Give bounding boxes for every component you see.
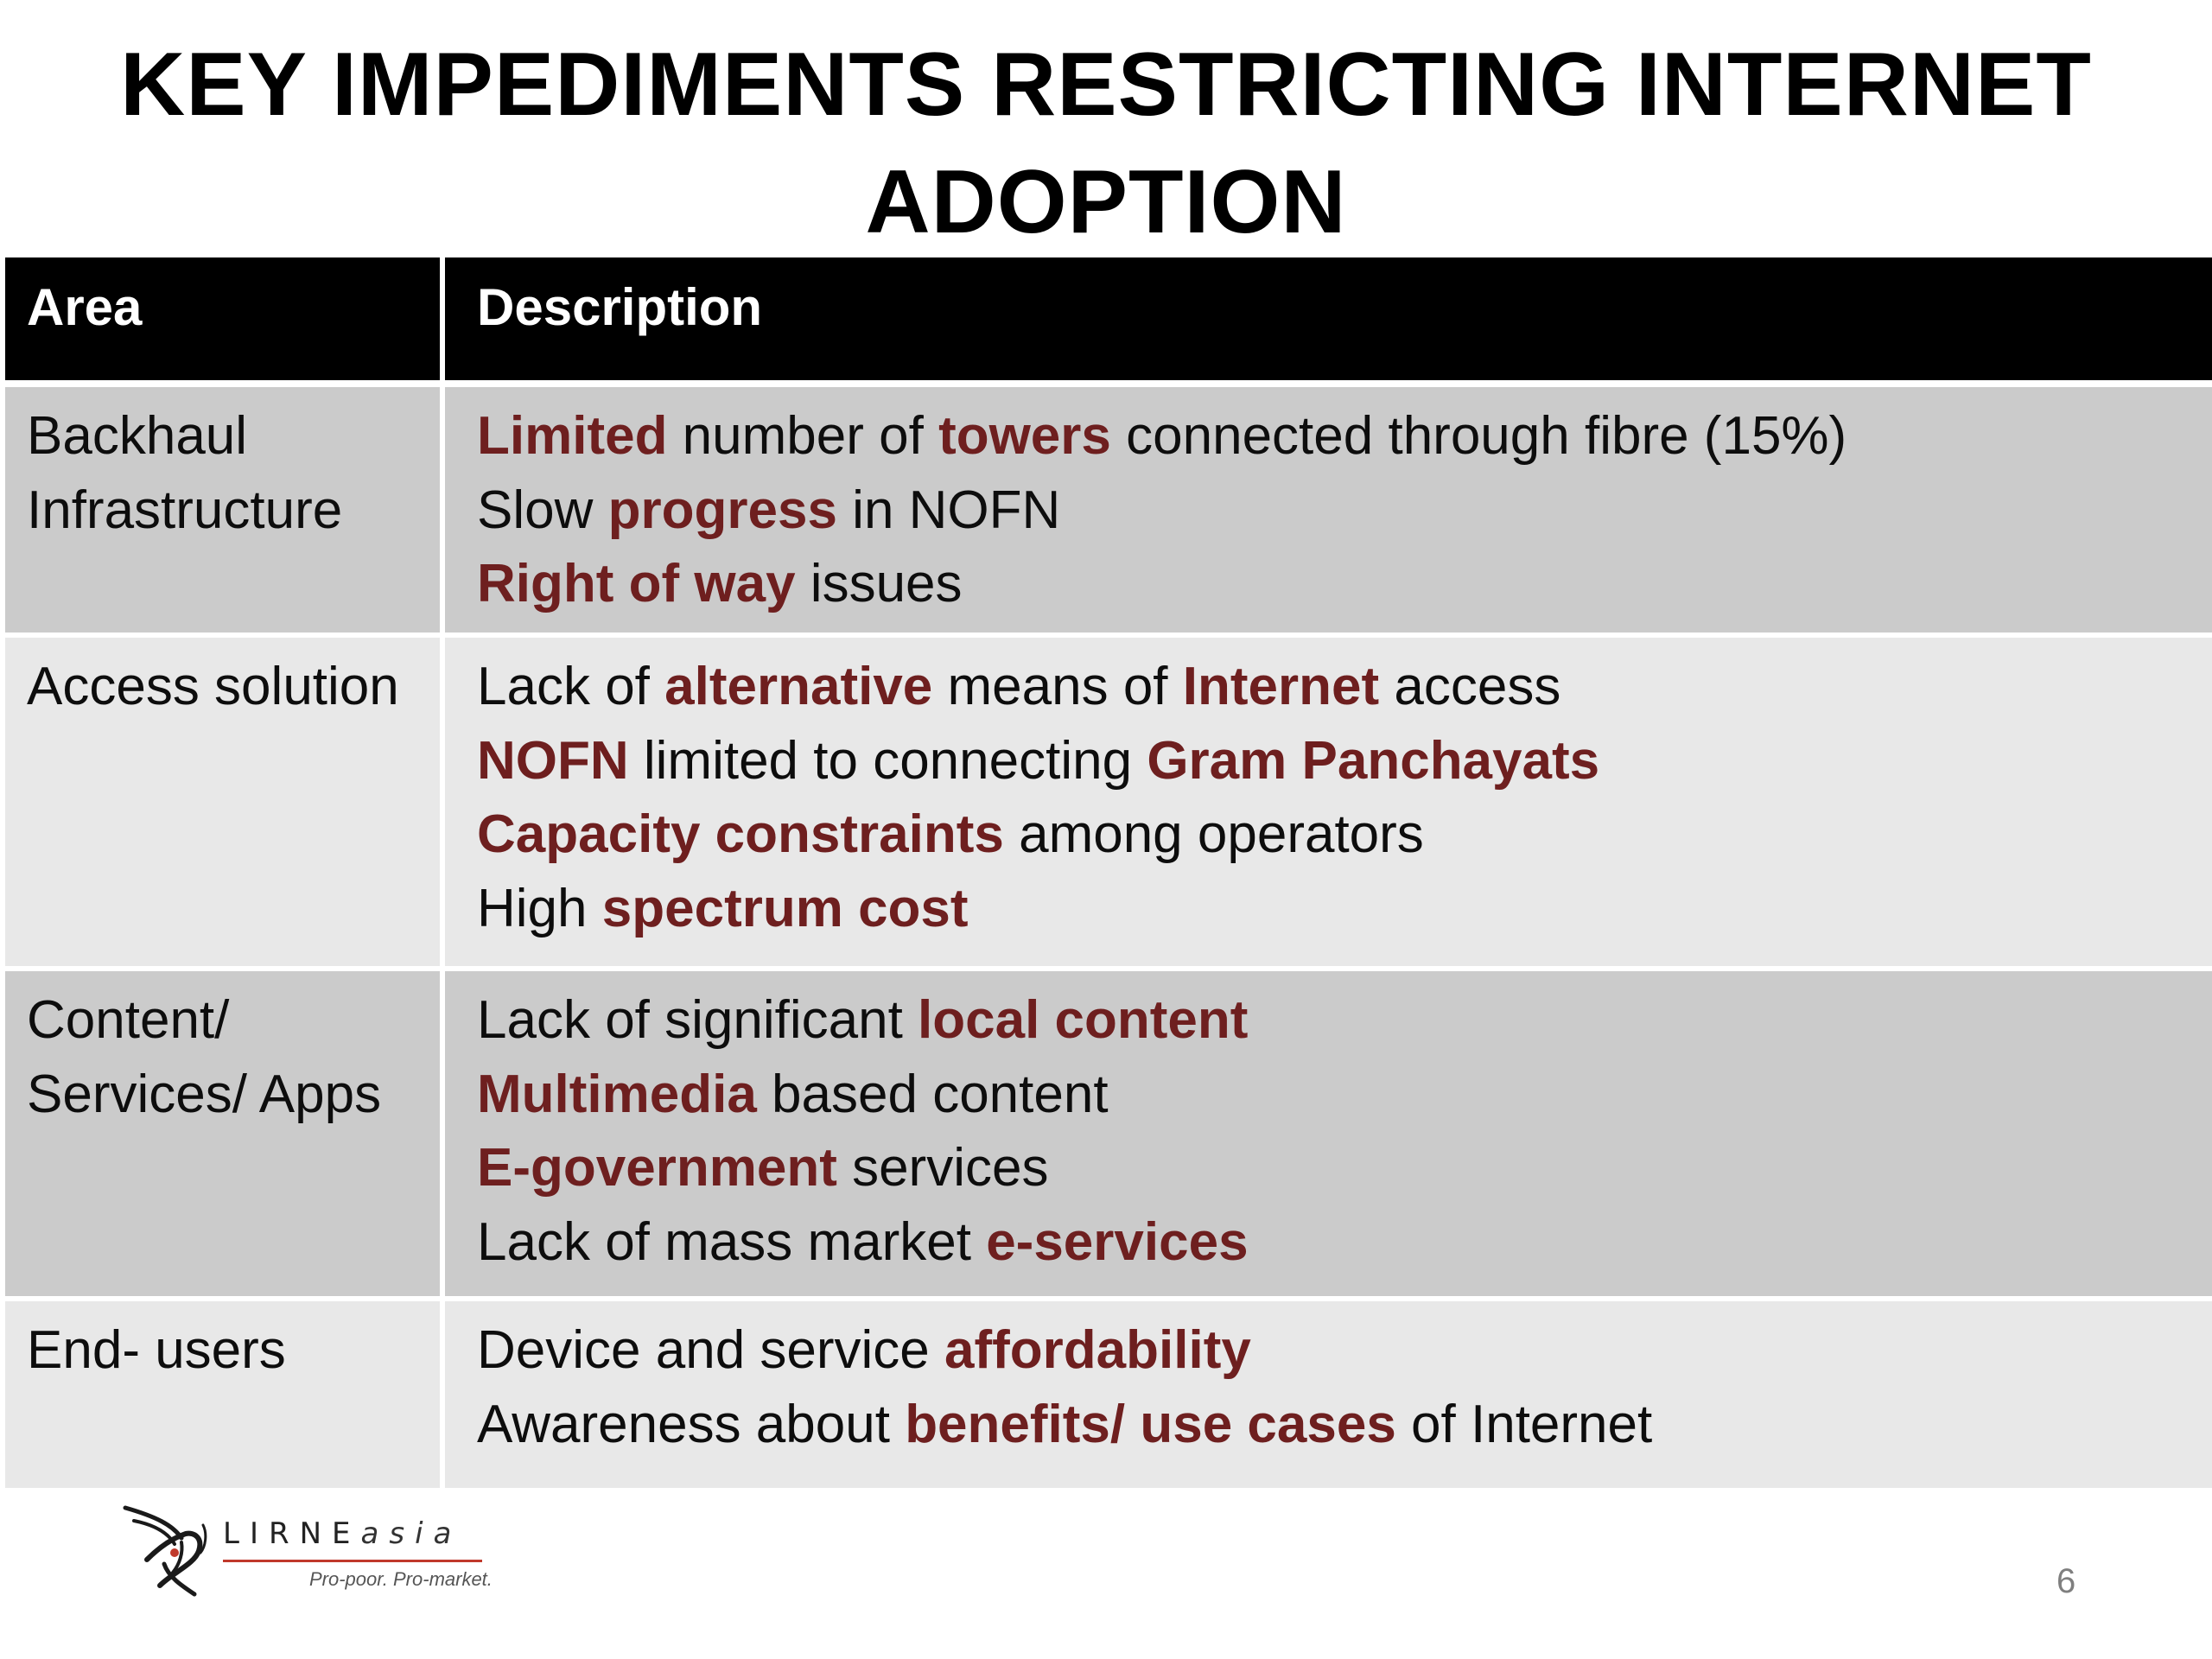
description-line: E-government services [477,1131,2212,1205]
table-header-row: Area Description [5,257,2212,387]
row-description: Lack of significant local content Multime… [445,971,2212,1296]
logo-wordmark-main: LIRNE [223,1516,361,1551]
impediments-table: Area Description Backhaul Infrastructure … [5,257,2212,1493]
description-text: Slow [477,480,608,540]
description-text: services [836,1138,1049,1198]
highlighted-text: progress [607,480,837,540]
description-line: Awareness about benefits/ use cases of I… [477,1388,2212,1462]
logo-wordmark: LIRNEasia [223,1516,461,1551]
header-area: Area [5,257,445,380]
description-text: number of [667,406,939,466]
description-text: Awareness about [477,1394,906,1454]
description-line: Slow progress in NOFN [477,474,2212,548]
description-line: Limited number of towers connected throu… [477,399,2212,474]
area-label-line: Access solution [27,657,399,716]
description-text: of Internet [1395,1394,1653,1454]
table-row: End- users Device and service affordabil… [5,1301,2212,1493]
logo-tagline: Pro-poor. Pro-market. [309,1568,493,1590]
description-text: access [1379,657,1561,716]
highlighted-text: alternative [664,657,933,716]
description-text: High [477,878,602,938]
description-text: Device and service [477,1320,945,1380]
row-area: Access solution [5,638,445,966]
highlighted-text: Capacity constraints [477,804,1004,864]
description-line: Capacity constraints among operators [477,798,2212,872]
highlighted-text: local content [918,990,1249,1050]
lirneasia-logo: LIRNEasia Pro-poor. Pro-market. [121,1499,501,1603]
description-line: High spectrum cost [477,872,2212,946]
description-text: Lack of [477,657,665,716]
description-text: among operators [1003,804,1424,864]
slide-title: KEY IMPEDIMENTS RESTRICTING INTERNET ADO… [0,26,2212,261]
highlighted-text: affordability [944,1320,1251,1380]
logo-underline [223,1560,482,1562]
description-text: in NOFN [836,480,1061,540]
highlighted-text: Right of way [477,554,796,613]
description-line: Lack of significant local content [477,983,2212,1058]
table-row: Backhaul Infrastructure Limited number of… [5,387,2212,638]
highlighted-text: E-government [477,1138,837,1198]
description-text: connected through fibre (15%) [1110,406,1847,466]
description-text: issues [795,554,963,613]
area-label-line: End- users [27,1320,286,1380]
dragonfly-logo-icon [123,1505,207,1597]
highlighted-text: Limited [477,406,668,466]
slide-title-line-2: ADOPTION [865,152,1347,252]
description-text: Lack of mass market [477,1211,987,1272]
area-label-line: Services/ Apps [27,1064,382,1124]
row-description: Device and service affordability Awarenes… [445,1301,2212,1488]
highlighted-text: NOFN [477,730,629,791]
area-label-line: Infrastructure [27,480,343,540]
description-text: based content [756,1064,1109,1124]
description-line: Device and service affordability [477,1313,2212,1388]
row-area: Content/Services/ Apps [5,971,445,1296]
description-text: means of [932,657,1183,716]
row-area: End- users [5,1301,445,1488]
table-row: Content/Services/ Apps Lack of significa… [5,971,2212,1301]
table-row: Access solution Lack of alternative mean… [5,638,2212,971]
description-line: Right of way issues [477,547,2212,621]
area-label-line: Content/ [27,990,230,1050]
highlighted-text: benefits/ use cases [905,1394,1396,1454]
highlighted-text: towers [938,406,1111,466]
description-text: limited to connecting [628,730,1147,791]
row-description: Lack of alternative means of Internet ac… [445,638,2212,966]
header-description: Description [477,278,763,336]
highlighted-text: Internet [1182,657,1380,716]
highlighted-text: Gram Panchayats [1147,730,1600,791]
description-line: Multimedia based content [477,1058,2212,1132]
highlighted-text: Multimedia [477,1064,757,1124]
slide-title-line-1: KEY IMPEDIMENTS RESTRICTING INTERNET [120,35,2092,135]
row-description: Limited number of towers connected throu… [445,387,2212,632]
description-line: NOFN limited to connecting Gram Panchaya… [477,724,2212,798]
highlighted-text: e-services [986,1211,1249,1272]
area-label-line: Backhaul [27,406,248,466]
description-text: Lack of significant [477,990,918,1050]
row-area: Backhaul Infrastructure [5,387,445,632]
page-number: 6 [2056,1562,2076,1600]
logo-wordmark-suffix: asia [360,1516,462,1551]
description-line: Lack of alternative means of Internet ac… [477,650,2212,724]
description-line: Lack of mass market e-services [477,1205,2212,1280]
highlighted-text: spectrum cost [601,878,969,938]
